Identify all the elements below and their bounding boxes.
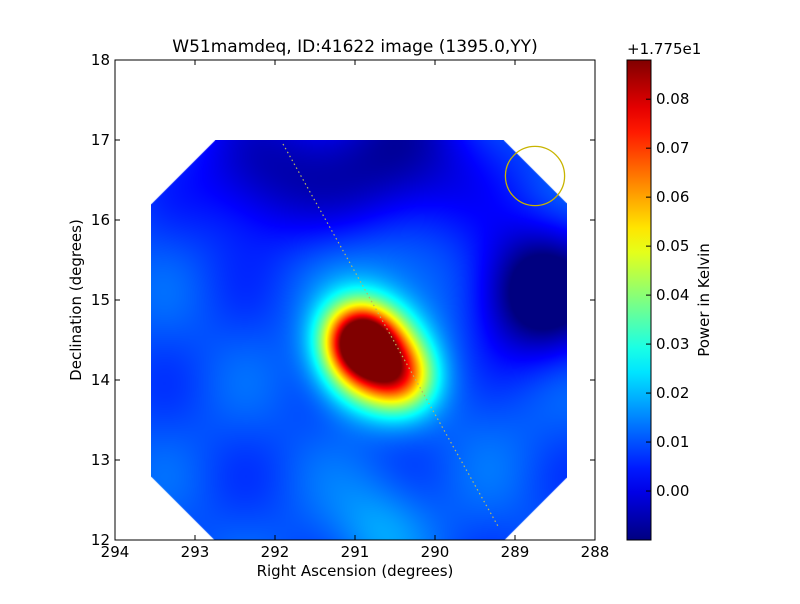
x-axis: 294 293 292 291 290 289 288: [101, 60, 610, 561]
y-tick-label: 17: [91, 131, 110, 149]
x-tick-label: 294: [101, 543, 130, 561]
y-axis: 12 13 14 15 16 17 18: [91, 51, 595, 549]
y-tick-label: 16: [91, 211, 110, 229]
colorbar-tick-label: 0.04: [656, 286, 689, 304]
colorbar-gradient: [626, 59, 652, 541]
colorbar-label: Power in Kelvin: [695, 243, 713, 357]
colorbar-tick-label: 0.08: [656, 90, 689, 108]
dotted-track-line: [282, 143, 500, 529]
x-tick-label: 289: [501, 543, 530, 561]
x-tick-label: 292: [261, 543, 290, 561]
y-tick-label: 13: [91, 451, 110, 469]
x-tick-label: 293: [181, 543, 210, 561]
beam-circle: [504, 145, 566, 207]
x-tick-label: 288: [581, 543, 610, 561]
y-axis-label: Declination (degrees): [67, 219, 85, 381]
colorbar: 0.00 0.01 0.02 0.03 0.04 0.05 0.06 0.07 0.08 +1.…: [626, 40, 713, 541]
x-tick-label: 290: [421, 543, 450, 561]
heatmap-image: [151, 140, 567, 540]
colorbar-ticks: 0.00 0.01 0.02 0.03 0.04 0.05 0.06 0.07 0.08: [646, 90, 689, 500]
y-tick-label: 18: [91, 51, 110, 69]
colorbar-tick-label: 0.01: [656, 433, 689, 451]
colorbar-offset-text: +1.775e1: [627, 40, 701, 58]
y-tick-label: 12: [91, 531, 110, 549]
x-tick-label: 291: [341, 543, 370, 561]
colorbar-tick-label: 0.06: [656, 188, 689, 206]
chart-title: W51mamdeq, ID:41622 image (1395.0,YY): [172, 37, 537, 57]
colorbar-tick-label: 0.07: [656, 139, 689, 157]
y-tick-label: 14: [91, 371, 110, 389]
y-tick-label: 15: [91, 291, 110, 309]
colorbar-tick-label: 0.02: [656, 384, 689, 402]
colorbar-tick-label: 0.00: [656, 482, 689, 500]
colorbar-tick-label: 0.03: [656, 335, 689, 353]
x-axis-label: Right Ascension (degrees): [257, 562, 454, 580]
colorbar-tick-label: 0.05: [656, 237, 689, 255]
